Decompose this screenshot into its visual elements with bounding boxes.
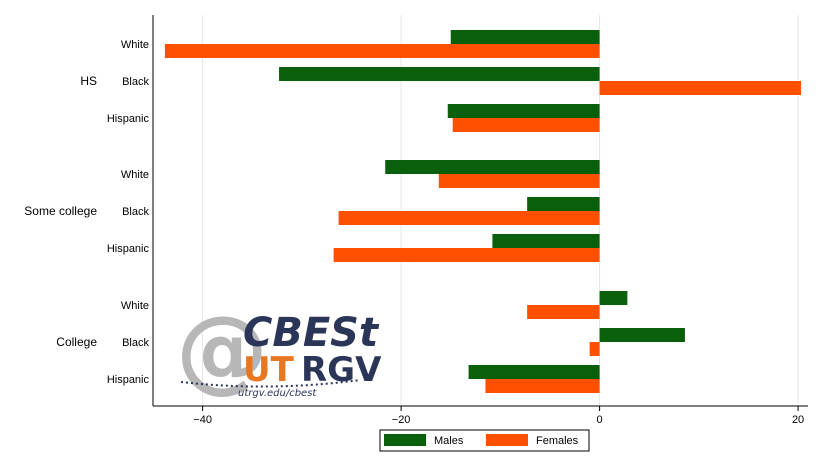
- x-tick-label-3: 20: [792, 414, 804, 426]
- category-label-1-2: Hispanic: [107, 243, 150, 255]
- logo-rgv-text: RGV: [301, 350, 382, 390]
- legend-label-females: Females: [536, 435, 579, 447]
- bar-females-1-0: [438, 174, 600, 188]
- bar-females-1-1: [338, 211, 600, 225]
- logo-ut-text: UT: [243, 350, 295, 390]
- legend-box: [379, 429, 590, 452]
- legend: Males Females: [379, 429, 590, 452]
- legend-label-males: Males: [434, 435, 464, 447]
- x-tick-label-1: −20: [392, 414, 411, 426]
- group-label-2: College: [56, 335, 97, 349]
- category-label-2-2: Hispanic: [107, 374, 150, 386]
- category-labels: White Black Hispanic HS White Black Hispanic So…: [24, 39, 149, 386]
- logo-cbest-text: CBESt: [243, 310, 380, 356]
- watermark-logo: @ CBESt UT RGV utrgv.edu/cbest: [176, 296, 382, 403]
- logo-dotted-swoosh: [180, 379, 361, 388]
- bar-males-2-0: [599, 291, 628, 305]
- category-label-2-0: White: [121, 300, 149, 312]
- x-tick-label-2: 0: [597, 414, 603, 426]
- x-tick-label-0: −40: [193, 414, 212, 426]
- category-label-1-1: Black: [122, 206, 149, 218]
- bar-females-2-1: [589, 342, 600, 356]
- category-label-0-0: White: [121, 39, 149, 51]
- bar-females-0-0: [164, 44, 600, 58]
- legend-swatch-males: [384, 434, 426, 446]
- category-label-0-1: Black: [122, 76, 149, 88]
- bar-females-2-0: [527, 305, 600, 319]
- category-label-1-0: White: [121, 169, 149, 181]
- bar-males-2-2: [468, 365, 600, 379]
- bar-males-2-1: [599, 328, 685, 342]
- bar-males-0-1: [279, 67, 600, 81]
- bar-females-2-2: [485, 379, 600, 393]
- category-label-2-1: Black: [122, 337, 149, 349]
- bars: [164, 30, 802, 393]
- bar-females-1-2: [333, 248, 600, 262]
- bar-males-1-2: [492, 234, 600, 248]
- bar-males-1-0: [385, 160, 600, 174]
- bar-males-0-0: [450, 30, 600, 44]
- bar-males-1-1: [527, 197, 600, 211]
- group-label-1: Some college: [24, 204, 97, 218]
- legend-swatch-females: [486, 434, 528, 446]
- category-label-0-2: Hispanic: [107, 113, 150, 125]
- bar-females-0-1: [599, 81, 802, 95]
- logo-url-text: utrgv.edu/cbest: [238, 388, 317, 399]
- bar-females-0-2: [452, 118, 600, 132]
- group-label-0: HS: [80, 74, 97, 88]
- axes: −40 −20 0 20: [152, 15, 808, 426]
- bar-males-0-2: [447, 104, 600, 118]
